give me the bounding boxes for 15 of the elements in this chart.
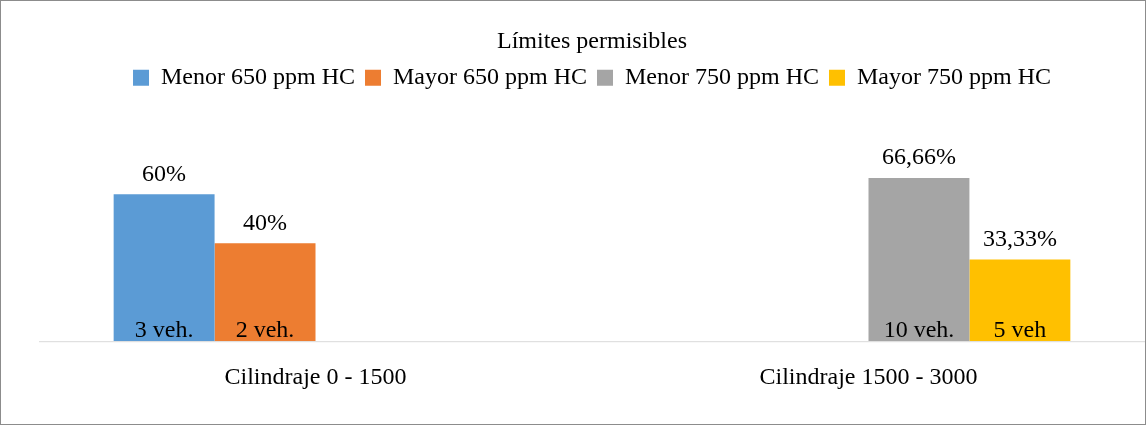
legend-label: Mayor 750 ppm HC (856, 63, 1051, 90)
data-label: 33,33% (982, 224, 1057, 251)
annotation: 3 veh. (134, 316, 194, 343)
legend-label: Menor 750 ppm HC (625, 63, 819, 90)
chart-title: Límites permisibles (497, 26, 687, 53)
data-label: 66,66% (881, 143, 956, 170)
data-label: 40% (243, 208, 288, 235)
x-tick-label: Cilindraje 0 - 1500 (224, 362, 407, 389)
legend-label: Menor 650 ppm HC (161, 63, 356, 90)
annotation: 10 veh. (883, 316, 955, 343)
annotation: 5 veh (993, 316, 1047, 343)
data-label: 60% (142, 159, 187, 186)
annotation: 2 veh. (235, 316, 295, 343)
legend-label: Mayor 650 ppm HC (393, 63, 588, 90)
x-tick-label: Cilindraje 1500 - 3000 (759, 362, 978, 389)
